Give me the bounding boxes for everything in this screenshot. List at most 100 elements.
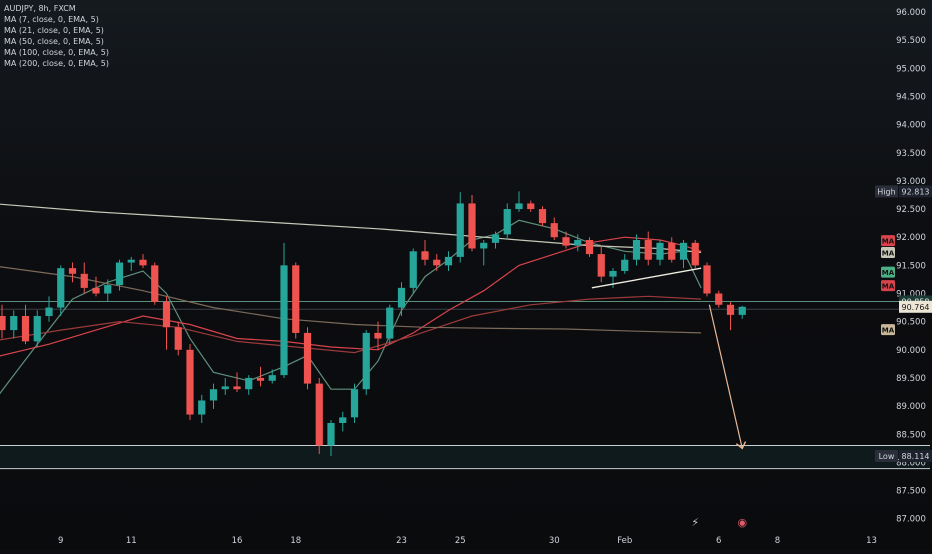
candle[interactable]: [80, 273, 88, 288]
legend-ma-200[interactable]: MA (200, close, 0, EMA, 5): [4, 59, 109, 68]
y-tick-label: 87.500: [896, 487, 926, 497]
candle[interactable]: [386, 307, 394, 339]
candle[interactable]: [362, 332, 370, 390]
candle[interactable]: [621, 259, 629, 271]
candle[interactable]: [715, 293, 723, 305]
candle[interactable]: [115, 262, 124, 286]
candle[interactable]: [10, 316, 18, 331]
legend-ma-50[interactable]: MA (50, close, 0, EMA, 5): [4, 37, 104, 46]
candle[interactable]: [644, 240, 652, 260]
y-tick-label: 95.500: [896, 36, 926, 46]
candle[interactable]: [409, 251, 417, 288]
candle[interactable]: [45, 307, 53, 317]
candle[interactable]: [738, 306, 746, 315]
candle[interactable]: [303, 332, 312, 384]
candle[interactable]: [597, 254, 605, 277]
candle[interactable]: [280, 265, 288, 376]
ma-badge-4[interactable]: [881, 324, 895, 336]
candle[interactable]: [433, 259, 441, 266]
x-tick-label: 30: [549, 536, 560, 546]
candle[interactable]: [468, 203, 476, 249]
candle[interactable]: [151, 265, 159, 302]
candle[interactable]: [68, 268, 77, 274]
candle[interactable]: [515, 203, 523, 210]
candle[interactable]: [691, 242, 699, 266]
candle[interactable]: [562, 237, 570, 246]
candle[interactable]: [491, 234, 500, 243]
candle[interactable]: [703, 265, 711, 294]
candle[interactable]: [327, 422, 335, 446]
candle[interactable]: [162, 301, 171, 328]
y-tick-label: 87.000: [896, 515, 926, 525]
ma-badge-1[interactable]: [881, 246, 895, 258]
symbol-title[interactable]: AUDJPY, 8h, FXCM: [4, 4, 76, 13]
ma-badge-text: MA: [882, 269, 895, 277]
y-tick-label: 90.500: [896, 318, 926, 328]
y-tick-label: 88.500: [896, 430, 926, 440]
legend-ma-7[interactable]: MA (7, close, 0, EMA, 5): [4, 15, 99, 24]
candle[interactable]: [315, 383, 323, 446]
candle[interactable]: [503, 209, 511, 235]
candle[interactable]: [245, 377, 253, 390]
candle[interactable]: [292, 265, 300, 333]
candle[interactable]: [444, 256, 453, 266]
ma-badge-text: MA: [882, 249, 895, 257]
ma-badge-text: MA: [882, 283, 895, 291]
candle[interactable]: [538, 209, 547, 224]
candle[interactable]: [574, 240, 582, 246]
candle[interactable]: [33, 316, 41, 342]
trendline[interactable]: [591, 267, 702, 289]
candle[interactable]: [527, 203, 535, 210]
x-tick-label: 9: [58, 536, 63, 546]
candle[interactable]: [421, 251, 429, 260]
candle[interactable]: [209, 389, 218, 401]
ma-line-1[interactable]: [0, 236, 702, 358]
ma-badge-2[interactable]: [881, 266, 895, 278]
candle[interactable]: [550, 223, 558, 238]
ma-badge-3[interactable]: [881, 280, 895, 292]
candle[interactable]: [679, 242, 688, 260]
candle[interactable]: [186, 349, 194, 415]
candle[interactable]: [632, 240, 641, 260]
legend-ma-21[interactable]: MA (21, close, 0, EMA, 5): [4, 26, 104, 35]
candle[interactable]: [57, 268, 65, 308]
candle[interactable]: [139, 259, 147, 266]
event-icon[interactable]: ◉: [737, 516, 747, 529]
candle[interactable]: [233, 386, 241, 390]
candle[interactable]: [174, 327, 182, 350]
candle[interactable]: [585, 240, 594, 255]
y-tick-label: 88.000: [896, 458, 926, 468]
candle[interactable]: [339, 417, 347, 423]
candle[interactable]: [374, 332, 382, 339]
candle[interactable]: [198, 400, 206, 415]
candle[interactable]: [668, 242, 676, 260]
candle[interactable]: [104, 285, 112, 294]
candle[interactable]: [21, 316, 30, 342]
candle[interactable]: [92, 287, 100, 294]
ma-line-2[interactable]: [0, 295, 702, 354]
candle[interactable]: [350, 389, 359, 418]
candle[interactable]: [656, 242, 664, 260]
y-tick-label: 94.500: [896, 92, 926, 102]
candle[interactable]: [256, 377, 265, 381]
candle[interactable]: [726, 304, 735, 315]
low-price-label-box: [875, 449, 898, 462]
candle[interactable]: [0, 316, 6, 331]
projection-arrow[interactable]: [708, 304, 742, 449]
candle[interactable]: [609, 270, 617, 277]
ma-line-4[interactable]: [0, 203, 702, 253]
flash-icon[interactable]: ⚡: [691, 516, 699, 529]
candle[interactable]: [268, 375, 276, 381]
candle[interactable]: [456, 203, 464, 257]
candle[interactable]: [480, 242, 488, 249]
x-tick-label: 13: [866, 536, 877, 546]
x-tick-label: 18: [290, 536, 301, 546]
legend-ma-100[interactable]: MA (100, close, 0, EMA, 5): [4, 48, 109, 57]
candle[interactable]: [127, 259, 135, 263]
candle[interactable]: [397, 287, 406, 308]
ma-badge-0[interactable]: [881, 235, 895, 247]
candle[interactable]: [221, 386, 229, 390]
high-price-label: High: [877, 187, 895, 196]
